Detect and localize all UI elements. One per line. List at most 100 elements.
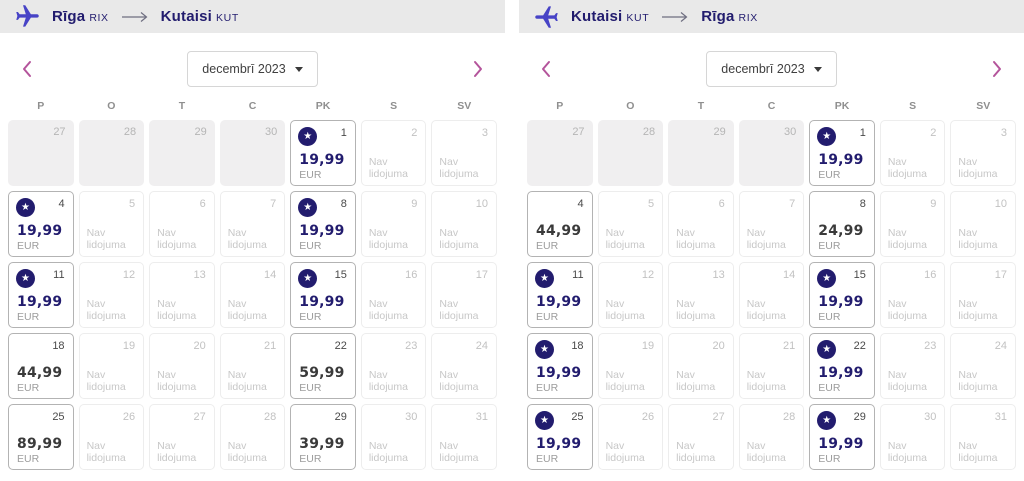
- calendar-day-cell: 28 Nav lidojuma: [738, 404, 805, 470]
- calendar-day-cell[interactable]: 15 ★ 19,99 EUR: [290, 262, 356, 328]
- month-navigation: decembrī 2023: [519, 33, 1024, 89]
- day-number: 21: [783, 340, 796, 352]
- day-of-week-header: P: [37, 100, 45, 112]
- day-number: 1: [859, 127, 866, 139]
- day-number: 28: [783, 411, 796, 423]
- day-number: 20: [712, 340, 725, 352]
- fare-price: 89,99: [17, 436, 63, 452]
- day-of-week-header: PK: [834, 100, 850, 112]
- calendar-day-cell[interactable]: 25 89,99 EUR: [8, 404, 74, 470]
- calendar-day-cell[interactable]: 15 ★ 19,99 EUR: [809, 262, 875, 328]
- calendar-day-cell[interactable]: 22 59,99 EUR: [290, 333, 356, 399]
- fare-price: 19,99: [536, 365, 582, 381]
- day-number: 12: [122, 269, 136, 281]
- day-number: 17: [475, 269, 488, 281]
- calendar-day-cell: 13 Nav lidojuma: [149, 262, 215, 328]
- calendar-day-cell: 13 Nav lidojuma: [668, 262, 734, 328]
- fare-price: 19,99: [299, 152, 345, 168]
- lowest-fare-star-icon: ★: [817, 340, 837, 359]
- calendar-day-cell[interactable]: 4 ★ 19,99 EUR: [8, 191, 74, 257]
- route-header: Rīga RIX Kutaisi KUT: [0, 0, 505, 33]
- fare-currency: EUR: [536, 311, 559, 323]
- day-number: 16: [405, 269, 418, 281]
- calendar-day-cell[interactable]: 11 ★ 19,99 EUR: [8, 262, 74, 328]
- calendar-day-cell[interactable]: 8 24,99 EUR: [809, 191, 875, 257]
- calendar-day-cell: 7 Nav lidojuma: [219, 191, 286, 257]
- day-number: 24: [994, 340, 1007, 352]
- day-number: 21: [264, 340, 277, 352]
- day-of-week-header: S: [390, 100, 398, 112]
- no-flight-label: Nav lidojuma: [887, 369, 927, 393]
- calendar-day-cell: 30 Nav lidojuma: [879, 404, 946, 470]
- no-flight-label: Nav lidojuma: [439, 440, 479, 464]
- day-number: 31: [475, 411, 488, 423]
- no-flight-label: Nav lidojuma: [86, 440, 126, 464]
- lowest-fare-star-icon: ★: [817, 127, 837, 146]
- no-flight-label: Nav lidojuma: [227, 227, 267, 251]
- calendar-day-cell: 26 Nav lidojuma: [78, 404, 145, 470]
- calendar-day-cell[interactable]: 11 ★ 19,99 EUR: [527, 262, 593, 328]
- day-of-week-header: SV: [457, 100, 472, 112]
- calendar-day-cell: 27: [8, 120, 74, 186]
- calendar-day-cell[interactable]: 18 44,99 EUR: [8, 333, 74, 399]
- day-number: 6: [718, 198, 725, 210]
- calendar-day-cell[interactable]: 29 ★ 19,99 EUR: [809, 404, 875, 470]
- no-flight-label: Nav lidojuma: [958, 440, 998, 464]
- no-flight-label: Nav lidojuma: [227, 440, 267, 464]
- day-number: 3: [1000, 127, 1007, 139]
- day-number: 4: [58, 198, 65, 210]
- month-navigation: decembrī 2023: [0, 33, 505, 89]
- month-selector[interactable]: decembrī 2023: [187, 51, 318, 87]
- prev-month-button[interactable]: [16, 57, 38, 81]
- calendar-day-cell: 27 Nav lidojuma: [668, 404, 734, 470]
- no-flight-label: Nav lidojuma: [746, 298, 786, 322]
- no-flight-label: Nav lidojuma: [887, 227, 927, 251]
- origin-city: Kutaisi: [571, 8, 623, 25]
- day-number: 13: [712, 269, 725, 281]
- day-number: 16: [924, 269, 937, 281]
- day-number: 29: [853, 411, 866, 423]
- calendar-day-cell: 10 Nav lidojuma: [950, 191, 1016, 257]
- calendar-day-cell[interactable]: 25 ★ 19,99 EUR: [527, 404, 593, 470]
- day-number: 19: [641, 340, 655, 352]
- calendar-day-cell: 9 Nav lidojuma: [360, 191, 427, 257]
- day-number: 31: [994, 411, 1007, 423]
- calendar-day-cell: 6 Nav lidojuma: [668, 191, 734, 257]
- fare-currency: EUR: [17, 240, 40, 252]
- calendar-day-cell: 17 Nav lidojuma: [431, 262, 497, 328]
- day-of-week-header: PK: [315, 100, 331, 112]
- day-number: 11: [53, 269, 65, 281]
- fare-currency: EUR: [818, 453, 841, 465]
- calendar-day-cell: 3 Nav lidojuma: [431, 120, 497, 186]
- day-number: 10: [994, 198, 1007, 210]
- route-arrow-icon: [121, 11, 149, 23]
- day-number: 8: [859, 198, 866, 210]
- prev-month-button[interactable]: [535, 57, 557, 81]
- no-flight-label: Nav lidojuma: [887, 298, 927, 322]
- no-flight-label: Nav lidojuma: [157, 440, 197, 464]
- calendar-day-cell[interactable]: 18 ★ 19,99 EUR: [527, 333, 593, 399]
- fare-price: 19,99: [536, 294, 582, 310]
- fare-currency: EUR: [299, 169, 322, 181]
- no-flight-label: Nav lidojuma: [368, 227, 408, 251]
- calendar-day-cell: 5 Nav lidojuma: [597, 191, 664, 257]
- fare-currency: EUR: [818, 169, 841, 181]
- calendar-day-cell[interactable]: 1 ★ 19,99 EUR: [290, 120, 356, 186]
- calendar-day-cell[interactable]: 29 39,99 EUR: [290, 404, 356, 470]
- month-selector[interactable]: decembrī 2023: [706, 51, 837, 87]
- calendar-day-cell[interactable]: 22 ★ 19,99 EUR: [809, 333, 875, 399]
- calendar-day-cell: 10 Nav lidojuma: [431, 191, 497, 257]
- calendar-day-cell: 3 Nav lidojuma: [950, 120, 1016, 186]
- destination-code: RIX: [738, 11, 758, 24]
- calendar-day-cell[interactable]: 4 44,99 EUR: [527, 191, 593, 257]
- day-number: 27: [193, 411, 206, 423]
- fare-calendar-return: Kutaisi KUT Rīga RIX decembrī 2023 P O T C P…: [519, 0, 1024, 470]
- day-number: 7: [789, 198, 796, 210]
- calendar-day-cell[interactable]: 8 ★ 19,99 EUR: [290, 191, 356, 257]
- day-of-week-header: S: [909, 100, 917, 112]
- next-month-button[interactable]: [986, 57, 1008, 81]
- day-number: 28: [264, 411, 277, 423]
- calendar-day-cell: 24 Nav lidojuma: [950, 333, 1016, 399]
- calendar-day-cell[interactable]: 1 ★ 19,99 EUR: [809, 120, 875, 186]
- next-month-button[interactable]: [467, 57, 489, 81]
